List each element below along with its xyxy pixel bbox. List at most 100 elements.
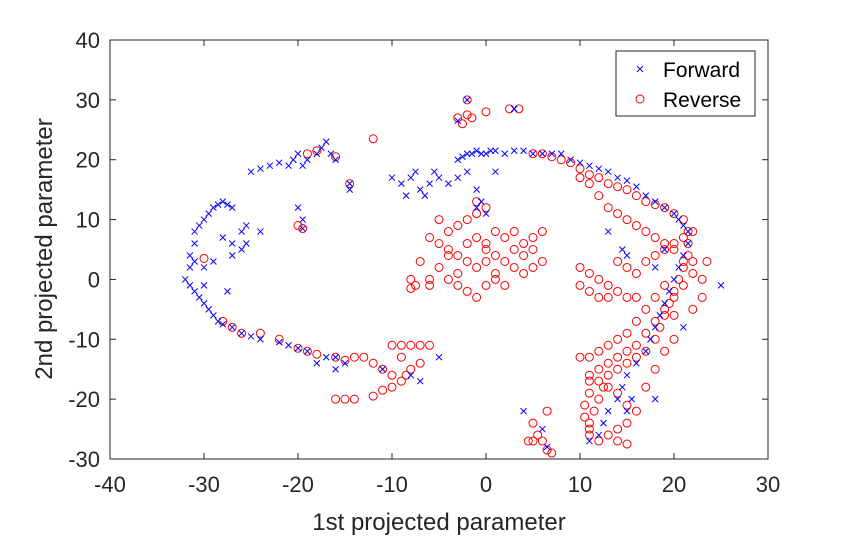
series-reverse-point [613, 286, 623, 296]
series-reverse-point [669, 209, 679, 219]
series-forward-point [313, 150, 321, 158]
x-tick-label: 10 [568, 472, 592, 497]
series-reverse-point [641, 346, 651, 356]
series-reverse-point [500, 280, 510, 290]
series-reverse-point [406, 274, 416, 284]
x-axis-label: 1st projected parameter [312, 509, 565, 536]
series-forward-point [454, 156, 462, 164]
series-reverse-point [359, 352, 369, 362]
series-reverse-point [453, 221, 463, 231]
series-reverse-point [613, 334, 623, 344]
series-forward-point [482, 210, 490, 217]
series-forward-point [520, 147, 527, 155]
legend-marker-reverse-glyph [635, 94, 645, 104]
series-reverse-point [274, 334, 284, 344]
series-reverse [199, 95, 712, 458]
series-reverse-point [631, 316, 641, 326]
series-forward-point [242, 240, 250, 247]
series-reverse-point [594, 376, 604, 386]
series-reverse-point [425, 274, 435, 284]
x-tick-label: -20 [282, 472, 314, 497]
series-forward-point [214, 317, 222, 325]
series-reverse-point [650, 364, 660, 374]
series-forward-point [275, 159, 283, 167]
series-forward-point [680, 323, 687, 331]
series-reverse-point [396, 352, 406, 362]
series-forward-point [656, 311, 664, 319]
series-reverse-point [631, 268, 641, 278]
series-reverse-point [650, 292, 660, 302]
series-reverse-point [396, 376, 406, 386]
series-forward-point [543, 443, 551, 451]
series-forward-point [247, 168, 255, 176]
series-reverse-point [340, 355, 350, 365]
series-reverse-point [580, 400, 590, 410]
series-reverse-point [575, 173, 585, 183]
series-forward-point [327, 150, 335, 158]
series-forward-point [299, 216, 307, 223]
series-forward-point [238, 228, 245, 235]
series-forward-point [473, 147, 480, 155]
series-reverse-point [613, 364, 623, 374]
series-reverse-point [472, 209, 482, 219]
series-forward-point [346, 180, 354, 188]
series-reverse-point [453, 113, 463, 123]
series-forward-point [623, 177, 631, 185]
series-reverse-point [584, 418, 594, 428]
legend-marker-forward [636, 65, 644, 73]
series-forward-point [200, 216, 208, 223]
series-reverse-point [584, 388, 594, 398]
series-reverse-point [575, 262, 585, 272]
series-reverse-point [584, 268, 594, 278]
series-reverse-point [472, 262, 482, 272]
series-reverse-point [368, 358, 378, 368]
series-reverse-point [650, 316, 660, 326]
series-reverse-point [575, 164, 585, 174]
series-reverse-point [631, 292, 641, 302]
series-forward-point [219, 234, 227, 241]
series-reverse-point [603, 430, 613, 440]
legend-label-forward: Forward [663, 59, 740, 82]
series-reverse-point [683, 227, 693, 237]
series-reverse-point [472, 233, 482, 243]
series-reverse-point [660, 203, 670, 213]
series-forward-point [191, 258, 198, 265]
series-reverse-point [490, 250, 500, 260]
series-forward-point [210, 311, 217, 319]
series-reverse-point [500, 256, 510, 266]
series-forward-point [304, 156, 311, 164]
series-reverse-point [660, 245, 670, 254]
series-forward-point [614, 174, 621, 182]
series-reverse-point [603, 382, 613, 392]
series-forward-point [294, 204, 302, 211]
series-reverse-point [349, 352, 359, 362]
series-reverse-point [523, 436, 533, 446]
series-reverse-point [631, 352, 641, 362]
series-forward-point [717, 282, 725, 289]
series-forward-point [346, 186, 354, 193]
series-forward-point [266, 162, 274, 170]
series-forward-point [661, 300, 668, 307]
series-reverse-point [425, 280, 435, 290]
series-reverse-point [599, 382, 608, 392]
series-forward-point [407, 174, 415, 182]
series-forward-point [618, 383, 626, 391]
series-forward-point [647, 335, 654, 343]
y-tick-label: -20 [68, 387, 100, 412]
series-forward-point [191, 240, 198, 247]
series-reverse-point [443, 274, 453, 284]
series-reverse-point [622, 185, 632, 195]
series-reverse-point [509, 262, 519, 272]
series-reverse-point [415, 358, 425, 368]
series-forward-point [670, 276, 678, 283]
series-forward-point [257, 165, 264, 173]
series-reverse-point [584, 170, 594, 180]
series-forward-point [529, 150, 537, 158]
series-forward-point [426, 180, 433, 188]
series-reverse-point [443, 245, 453, 254]
series-reverse-point [331, 394, 341, 404]
series-reverse-point [302, 149, 312, 159]
series-reverse-point [678, 256, 688, 266]
series-reverse-point [537, 227, 547, 237]
series-reverse-point [622, 262, 632, 272]
